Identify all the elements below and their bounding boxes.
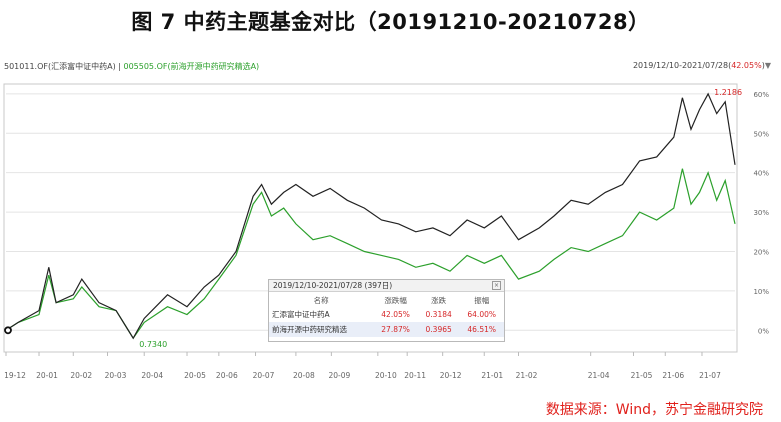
table-row[interactable]: 汇添富中证中药A 42.05% 0.3184 64.00% xyxy=(269,307,504,322)
col-header: 涨跌幅 xyxy=(384,296,407,305)
range-selector[interactable]: 2019/12/10-2021/07/28(42.05%)▼ xyxy=(632,61,771,70)
x-tick-label: 21-05 xyxy=(631,371,653,380)
x-tick-label: 20-05 xyxy=(184,371,206,380)
max-value-label: 1.2186 xyxy=(714,88,742,97)
close-icon[interactable]: × xyxy=(492,281,501,290)
x-tick-label: 20-07 xyxy=(253,371,275,380)
start-point-marker xyxy=(4,326,12,335)
stats-table: 名称 涨跌幅 涨跌 振幅 汇添富中证中药A 42.05% 0.3184 64.0… xyxy=(269,294,504,337)
x-tick-label: 20-12 xyxy=(440,371,462,380)
x-tick-label: 20-01 xyxy=(36,371,58,380)
min-value-label: 0.7340 xyxy=(139,340,167,349)
source-note: 数据来源：Wind，苏宁金融研究院 xyxy=(545,402,763,418)
y-tick-label: 50% xyxy=(753,130,769,138)
x-tick-label: 20-10 xyxy=(375,371,397,380)
stats-table-header: 名称 涨跌幅 涨跌 振幅 xyxy=(269,294,504,307)
y-tick-label: 60% xyxy=(753,91,769,99)
row-pct: 42.05% xyxy=(381,310,410,319)
x-tick-label: 20-06 xyxy=(216,371,238,380)
table-row[interactable]: 前海开源中药研究精选 27.87% 0.3965 46.51% xyxy=(269,322,504,337)
legend-fund-b[interactable]: 005505.OF(前海开源中药研究精选A) xyxy=(123,62,260,71)
series-line-fund-a xyxy=(5,92,736,340)
y-axis-ticks: 0% 10% 20% 30% 40% 50% 60% xyxy=(753,91,769,335)
x-tick-label: 20-09 xyxy=(328,371,350,380)
range-dropdown-icon[interactable]: ▼ xyxy=(764,61,771,70)
x-tick-label: 21-07 xyxy=(699,371,721,380)
x-tick-label: 20-04 xyxy=(141,371,163,380)
row-change: 0.3965 xyxy=(417,322,460,337)
x-tick-label: 21-02 xyxy=(516,371,538,380)
row-name: 汇添富中证中药A xyxy=(272,310,330,319)
x-tick-label: 20-08 xyxy=(293,371,315,380)
col-header: 名称 xyxy=(313,296,329,305)
stats-panel-header: 2019/12/10-2021/07/28 (397日) × xyxy=(269,280,504,292)
chart-legend: 501011.OF(汇添富中证中药A) | 005505.OF(前海开源中药研究… xyxy=(4,61,259,72)
y-tick-label: 20% xyxy=(753,248,769,256)
x-tick-label: 21-01 xyxy=(481,371,503,380)
x-tick-label: 21-04 xyxy=(588,371,610,380)
row-amplitude: 64.00% xyxy=(467,310,496,319)
legend-fund-a[interactable]: 501011.OF(汇添富中证中药A) xyxy=(4,62,116,71)
x-tick-label: 19-12 xyxy=(4,371,26,380)
y-tick-label: 40% xyxy=(753,170,769,178)
x-tick-label: 20-11 xyxy=(404,371,426,380)
legend-separator: | xyxy=(115,62,124,71)
row-change: 0.3184 xyxy=(425,310,452,319)
y-tick-label: 10% xyxy=(753,288,769,296)
stats-panel-title: 2019/12/10-2021/07/28 (397日) xyxy=(273,281,393,290)
x-tick-label: 20-03 xyxy=(105,371,127,380)
row-pct: 27.87% xyxy=(373,322,418,337)
plot-frame xyxy=(3,83,738,353)
page-title: 图 7 中药主题基金对比（20191210-20210728） xyxy=(131,10,650,34)
row-amplitude: 46.51% xyxy=(459,322,504,337)
x-tick-label: 20-02 xyxy=(70,371,92,380)
x-axis-ticks: 19-12 20-01 20-02 20-03 20-04 20-05 20-06 20-07… xyxy=(4,352,721,380)
col-header: 振幅 xyxy=(474,296,490,305)
x-tick-label: 21-06 xyxy=(662,371,684,380)
range-dates: 2019/12/10-2021/07/28 xyxy=(632,61,729,70)
y-tick-label: 0% xyxy=(758,327,769,335)
col-header: 涨跌 xyxy=(431,296,447,305)
row-name: 前海开源中药研究精选 xyxy=(269,322,374,337)
stats-panel: 2019/12/10-2021/07/28 (397日) × 名称 涨跌幅 涨跌… xyxy=(268,279,505,342)
range-pct: 42.05% xyxy=(731,61,762,70)
y-tick-label: 30% xyxy=(753,209,769,217)
